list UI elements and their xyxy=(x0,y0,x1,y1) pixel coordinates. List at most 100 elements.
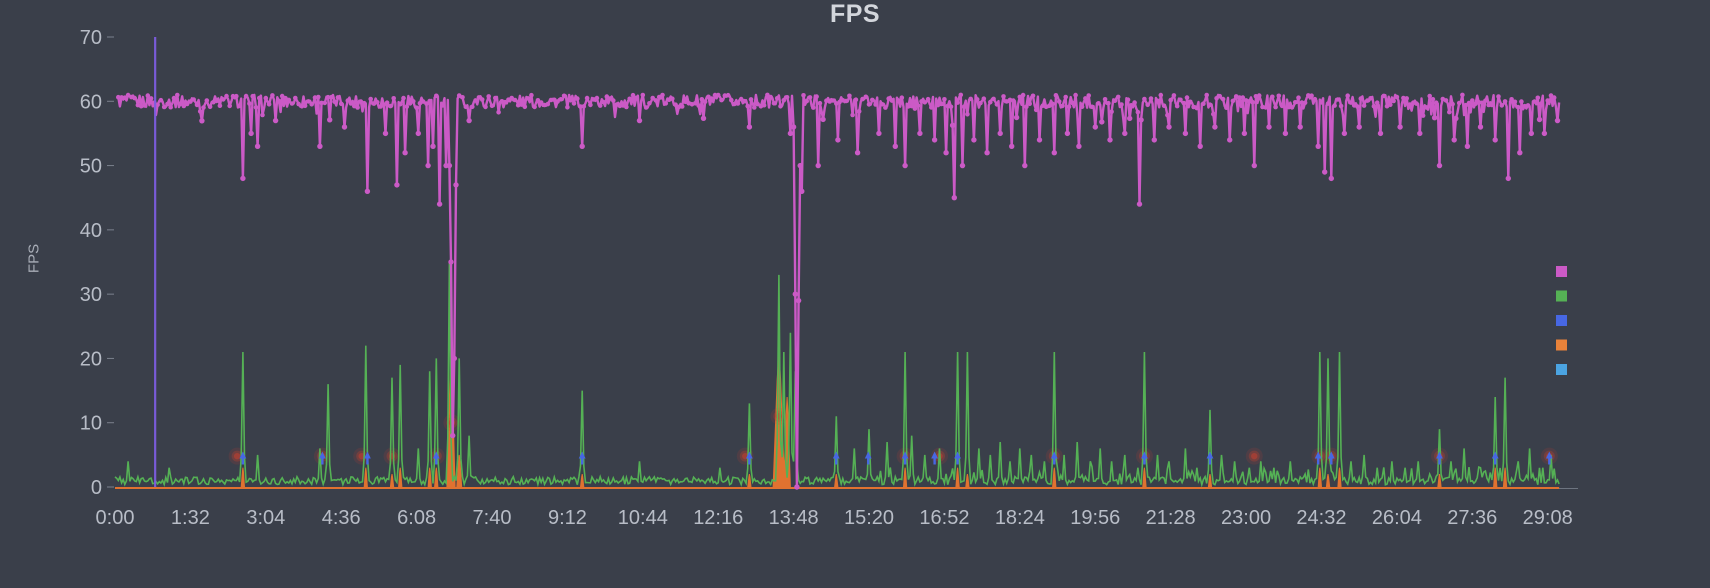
fps-point xyxy=(755,101,760,107)
fps-point xyxy=(636,117,643,124)
fps-point xyxy=(929,105,934,110)
fps-point xyxy=(735,101,741,106)
fps-point xyxy=(555,99,560,104)
fps-point xyxy=(1447,109,1452,115)
marker-blue-arrow xyxy=(864,451,872,459)
fps-point xyxy=(1315,143,1321,149)
fps-point xyxy=(1086,93,1091,98)
fps-point xyxy=(1125,97,1131,102)
fps-point xyxy=(1466,100,1472,106)
fps-point xyxy=(448,259,454,265)
fps-point xyxy=(240,175,246,182)
fps-point xyxy=(1453,115,1459,122)
fps-point xyxy=(1355,104,1360,109)
fps-point xyxy=(1027,101,1032,107)
fps-point xyxy=(525,96,531,101)
fps-point xyxy=(401,95,406,101)
fps-point xyxy=(909,103,914,109)
fps-point xyxy=(700,115,707,122)
fps-point xyxy=(289,101,295,106)
fps-point xyxy=(1279,103,1285,109)
fps-point xyxy=(915,103,921,108)
fps-point xyxy=(415,130,421,137)
fps-point xyxy=(253,105,259,110)
series-fps-line xyxy=(117,93,1561,489)
fps-point xyxy=(1112,98,1118,103)
marker-blue-arrow-stem xyxy=(867,458,870,465)
marker-blue-arrow xyxy=(318,451,326,459)
x-tick-label: 12:16 xyxy=(693,507,743,529)
x-tick-label: 24:32 xyxy=(1296,507,1346,529)
fps-point xyxy=(774,96,780,101)
legend-swatch-lightblue-series[interactable] xyxy=(1556,364,1567,375)
fps-point xyxy=(335,95,341,100)
fps-point xyxy=(125,92,131,98)
fps-point xyxy=(1145,102,1150,108)
marker-blue-arrow-stem xyxy=(1330,458,1333,465)
fps-point xyxy=(1528,130,1535,137)
fps-point xyxy=(1335,97,1341,102)
y-tick-label: 70 xyxy=(80,27,102,49)
marker-blue-arrow xyxy=(1206,451,1214,459)
fps-point xyxy=(797,162,803,169)
fps-point xyxy=(1338,103,1344,109)
fps-point xyxy=(1022,162,1028,169)
legend-swatch-green-series[interactable] xyxy=(1556,290,1567,302)
fps-point xyxy=(709,96,714,101)
fps-point xyxy=(699,97,705,102)
fps-point xyxy=(611,98,616,103)
fps-point xyxy=(886,96,891,101)
fps-point xyxy=(843,98,849,104)
fps-point xyxy=(424,101,429,106)
fps-point xyxy=(588,102,593,108)
fps-point xyxy=(1325,101,1331,106)
fps-point xyxy=(889,98,895,103)
fps-point xyxy=(876,130,882,137)
legend-swatch-orange-series[interactable] xyxy=(1556,339,1567,351)
fps-point xyxy=(627,96,632,102)
fps-point xyxy=(388,103,393,109)
fps-point xyxy=(1024,104,1029,109)
fps-point xyxy=(1477,124,1484,130)
fps-point xyxy=(254,143,261,149)
fps-point xyxy=(427,98,433,104)
fps-point xyxy=(1266,124,1272,130)
marker-blue-arrow xyxy=(1436,451,1443,459)
fps-point xyxy=(571,101,577,106)
marker-blue-arrow xyxy=(1545,451,1553,459)
fps-point xyxy=(1168,97,1173,103)
marker-blue-arrow xyxy=(1327,451,1335,459)
fps-point xyxy=(817,100,823,106)
marker-blue-arrow-stem xyxy=(366,458,369,465)
fps-point xyxy=(1109,109,1114,115)
x-tick-label: 21:28 xyxy=(1146,507,1196,529)
fps-point xyxy=(493,95,498,101)
fps-point xyxy=(434,93,439,99)
fps-point xyxy=(594,95,600,101)
fps-point xyxy=(787,130,794,137)
fps-point xyxy=(1220,96,1226,102)
fps-point xyxy=(453,182,459,188)
x-tick-label: 4:36 xyxy=(322,507,361,529)
fps-point xyxy=(942,97,947,102)
fps-point xyxy=(446,162,453,169)
fps-point xyxy=(984,150,990,156)
x-tick-label: 0:00 xyxy=(96,507,135,529)
fps-point xyxy=(719,97,724,103)
legend-swatch-fps[interactable] xyxy=(1556,266,1567,277)
fps-point xyxy=(949,122,956,128)
fps-point xyxy=(1096,101,1101,106)
fps-point xyxy=(745,103,750,109)
fps-point xyxy=(1066,104,1072,110)
fps-point xyxy=(1356,124,1362,130)
fps-point xyxy=(538,100,544,105)
fps-point xyxy=(470,104,475,110)
fps-point xyxy=(643,105,649,110)
fps-point xyxy=(548,97,554,103)
legend-swatch-blue-series[interactable] xyxy=(1556,315,1567,326)
x-tick-label: 15:20 xyxy=(844,507,894,529)
x-tick-label: 13:48 xyxy=(769,507,819,529)
fps-point xyxy=(207,104,213,110)
